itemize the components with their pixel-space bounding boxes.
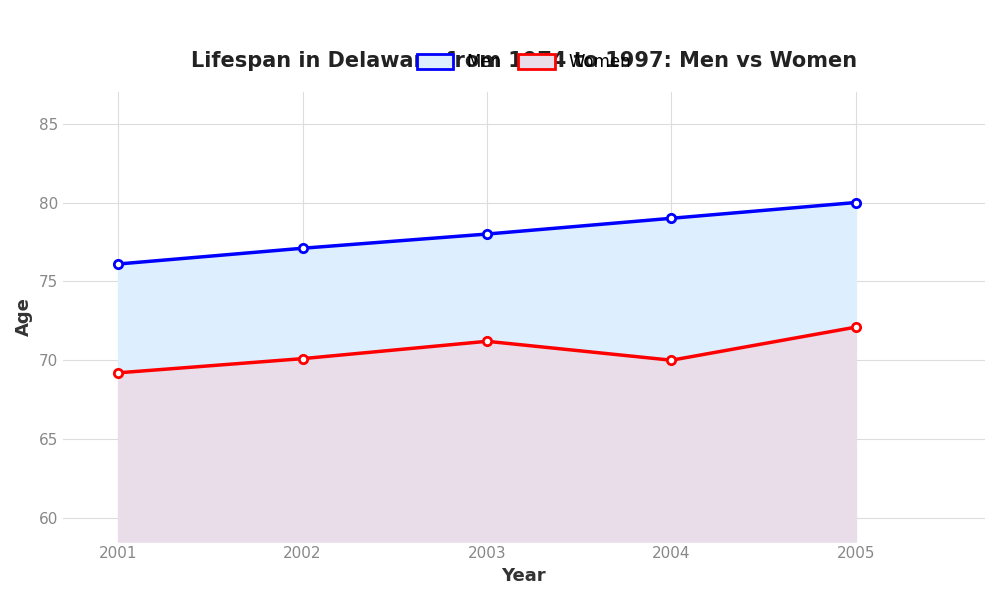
Legend: Men, Women: Men, Women [410, 47, 638, 78]
X-axis label: Year: Year [502, 567, 546, 585]
Y-axis label: Age: Age [15, 298, 33, 336]
Title: Lifespan in Delaware from 1974 to 1997: Men vs Women: Lifespan in Delaware from 1974 to 1997: … [191, 51, 857, 71]
